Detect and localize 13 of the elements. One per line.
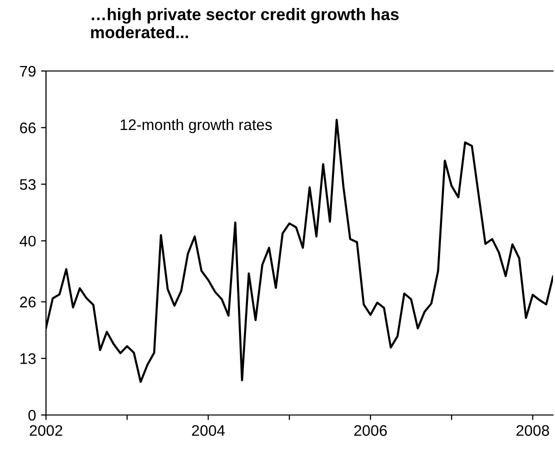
chart-title: …high private sector credit growth has moderated... bbox=[91, 8, 399, 38]
y-tick-label: 13 bbox=[20, 353, 36, 364]
annotation: 12-month growth rates bbox=[120, 118, 272, 134]
x-tick-label: 2002 bbox=[30, 425, 62, 436]
x-tick-label: 2004 bbox=[192, 425, 225, 436]
x-tick-label: 2006 bbox=[354, 425, 387, 436]
y-tick-label: 26 bbox=[20, 296, 36, 308]
y-tick-label: 79 bbox=[20, 66, 36, 77]
y-tick-label: 53 bbox=[20, 179, 36, 190]
x-tick-label: 2008 bbox=[516, 425, 550, 436]
y-tick-label: 0 bbox=[28, 410, 36, 421]
y-tick-label: 40 bbox=[20, 236, 36, 247]
y-tick-label: 66 bbox=[20, 122, 36, 134]
